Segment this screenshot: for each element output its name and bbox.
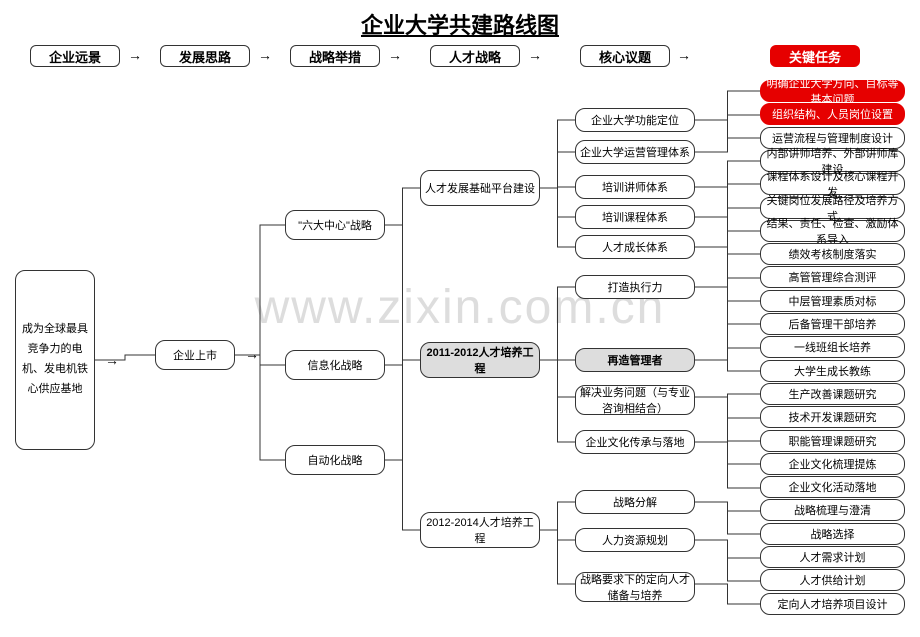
talent-1: 2011-2012人才培养工程 (420, 342, 540, 378)
issue-9: 战略分解 (575, 490, 695, 514)
task-20: 人才需求计划 (760, 546, 905, 568)
page-title: 企业大学共建路线图 (0, 8, 920, 40)
issue-8: 企业文化传承与落地 (575, 430, 695, 454)
header-4: 核心议题 (580, 45, 670, 67)
task-16: 企业文化梳理提炼 (760, 453, 905, 475)
task-18: 战略梳理与澄清 (760, 499, 905, 521)
arrow-icon: → (128, 47, 142, 63)
vision-box: 成为全球最具竞争力的电机、发电机铁心供应基地 (15, 270, 95, 450)
arrow-icon: → (388, 47, 402, 63)
issue-11: 战略要求下的定向人才储备与培养 (575, 572, 695, 602)
arrow-icon: → (677, 47, 691, 63)
header-0: 企业远景 (30, 45, 120, 67)
task-11: 一线班组长培养 (760, 336, 905, 358)
header-1: 发展思路 (160, 45, 250, 67)
task-17: 企业文化活动落地 (760, 476, 905, 498)
issue-2: 培训讲师体系 (575, 175, 695, 199)
arrow-icon: → (105, 352, 119, 368)
approach-box: 企业上市 (155, 340, 235, 370)
task-7: 绩效考核制度落实 (760, 243, 905, 265)
arrow-icon: → (258, 47, 272, 63)
task-19: 战略选择 (760, 523, 905, 545)
issue-7: 解决业务问题（与专业咨询相结合） (575, 385, 695, 415)
issue-0: 企业大学功能定位 (575, 108, 695, 132)
task-0: 明确企业大学方向、目标等基本问题 (760, 80, 905, 102)
task-8: 高管管理综合测评 (760, 266, 905, 288)
arrow-icon: → (245, 346, 259, 362)
task-10: 后备管理干部培养 (760, 313, 905, 335)
task-12: 大学生成长教练 (760, 360, 905, 382)
task-13: 生产改善课题研究 (760, 383, 905, 405)
task-22: 定向人才培养项目设计 (760, 593, 905, 615)
strategy-0: "六大中心"战略 (285, 210, 385, 240)
issue-1: 企业大学运营管理体系 (575, 140, 695, 164)
header-3: 人才战略 (430, 45, 520, 67)
issue-6: 再造管理者 (575, 348, 695, 372)
task-6: 结果、责任、检查、激励体系导入 (760, 220, 905, 242)
strategy-2: 自动化战略 (285, 445, 385, 475)
header-5: 关键任务 (770, 45, 860, 67)
task-9: 中层管理素质对标 (760, 290, 905, 312)
issue-10: 人力资源规划 (575, 528, 695, 552)
talent-0: 人才发展基础平台建设 (420, 170, 540, 206)
issue-4: 人才成长体系 (575, 235, 695, 259)
arrow-icon: → (528, 47, 542, 63)
issue-3: 培训课程体系 (575, 205, 695, 229)
strategy-1: 信息化战略 (285, 350, 385, 380)
task-14: 技术开发课题研究 (760, 406, 905, 428)
task-15: 职能管理课题研究 (760, 430, 905, 452)
task-1: 组织结构、人员岗位设置 (760, 103, 905, 125)
talent-2: 2012-2014人才培养工程 (420, 512, 540, 548)
issue-5: 打造执行力 (575, 275, 695, 299)
header-2: 战略举措 (290, 45, 380, 67)
task-21: 人才供给计划 (760, 569, 905, 591)
